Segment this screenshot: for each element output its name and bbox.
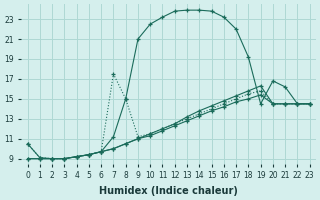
X-axis label: Humidex (Indice chaleur): Humidex (Indice chaleur) bbox=[99, 186, 238, 196]
